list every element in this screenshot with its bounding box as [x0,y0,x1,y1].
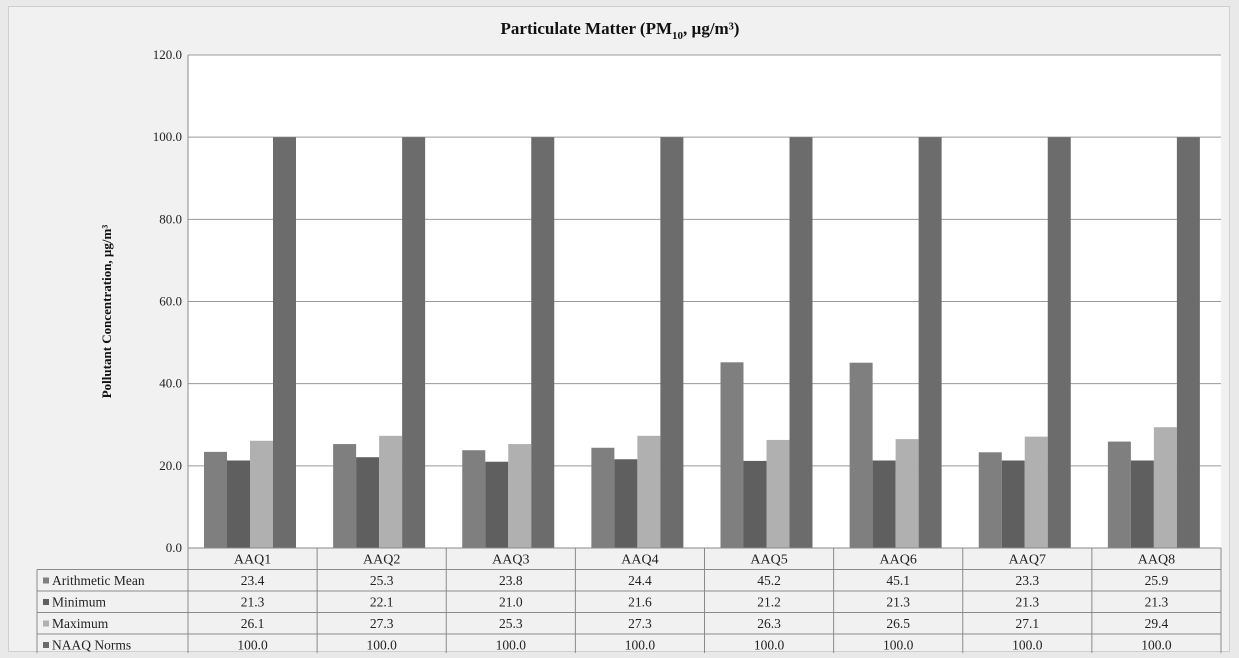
table-cell-value: 27.1 [1016,616,1040,631]
table-cell-value: 45.2 [757,573,781,588]
bar-aaq8-minimum [1130,460,1154,548]
table-cell-value: 27.3 [370,616,394,631]
x-tick-label: AAQ7 [1009,553,1046,568]
table-cell-value: 27.3 [628,616,652,631]
table-cell-value: 25.3 [499,616,523,631]
table-cell-value: 100.0 [367,638,398,653]
bar-aaq6-arithmetic-mean [849,362,873,548]
bar-aaq5-naaq-norms [789,137,813,548]
table-cell-value: 21.3 [241,595,265,610]
table-cell-value: 23.3 [1016,573,1040,588]
bar-aaq2-naaq-norms [402,137,426,548]
table-cell-value: 21.0 [499,595,523,610]
table-cell-value: 100.0 [625,638,656,653]
legend-label: Arithmetic Mean [52,573,145,588]
table-cell-value: 25.3 [370,573,394,588]
y-tick-label: 20.0 [159,458,182,473]
bar-aaq3-minimum [485,461,509,548]
table-cell-value: 26.3 [757,616,781,631]
bar-aaq8-naaq-norms [1176,137,1200,548]
y-tick-label: 80.0 [159,211,182,226]
y-tick-label: 60.0 [159,294,182,309]
table-cell-value: 22.1 [370,595,394,610]
x-tick-label: AAQ8 [1138,553,1175,568]
x-tick-label: AAQ1 [234,553,271,568]
chart-svg: Particulate Matter (PM10, µg/m³) 0.0 20.0… [36,19,1222,653]
legend-key [43,620,49,627]
bar-aaq7-arithmetic-mean [978,452,1002,548]
table-cell-value: 29.4 [1145,616,1169,631]
bar-aaq4-minimum [614,459,638,548]
y-axis-label: Pollutant Concentration, µg/m³ [99,225,114,399]
bar-aaq7-naaq-norms [1047,137,1071,548]
bar-aaq7-maximum [1024,436,1048,548]
x-tick-label: AAQ3 [492,553,529,568]
table-cell-value: 23.8 [499,573,523,588]
x-tick-label: AAQ2 [363,553,400,568]
table-cell-value: 100.0 [237,638,268,653]
table-cell-value: 21.3 [1016,595,1040,610]
table-cell-value: 21.2 [757,595,781,610]
data-table: AAQ1 AAQ2 AAQ3 AAQ4 AAQ5 AAQ6 AAQ7 AAQ8 Arithmet… [36,547,1222,653]
table-cell-value: 100.0 [1012,638,1043,653]
bar-aaq1-arithmetic-mean [204,451,227,548]
table-cell-value: 100.0 [496,638,527,653]
y-axis-ticks: 0.0 20.0 40.0 60.0 80.0 100.0 120.0 [153,47,182,555]
x-tick-label: AAQ4 [621,553,658,568]
y-tick-label: 40.0 [159,376,182,391]
legend-key [43,577,49,584]
bar-aaq1-minimum [227,460,250,548]
bar-aaq6-maximum [895,439,919,548]
bar-aaq2-arithmetic-mean [333,444,357,548]
table-cell-value: 45.1 [886,573,910,588]
bar-aaq3-arithmetic-mean [462,450,486,548]
bar-aaq8-arithmetic-mean [1107,441,1131,548]
legend-label: Maximum [52,616,109,631]
table-cell-value: 26.5 [886,616,910,631]
bar-aaq8-maximum [1153,427,1177,548]
bar-aaq5-arithmetic-mean [720,362,744,548]
bars [204,137,1200,548]
legend-label: Minimum [52,595,107,610]
table-cell-value: 21.3 [886,595,910,610]
bar-aaq2-maximum [379,435,403,548]
x-tick-label: AAQ6 [880,553,917,568]
y-tick-label: 120.0 [153,47,182,62]
chart-title: Particulate Matter (PM10, µg/m³) [501,19,740,42]
legend-key [43,642,49,648]
chart-frame: Particulate Matter (PM10, µg/m³) 0.0 20.0… [8,6,1230,653]
y-tick-label: 100.0 [153,129,182,144]
legend-label: NAAQ Norms [52,638,131,653]
bar-aaq1-maximum [250,440,273,548]
bar-aaq7-minimum [1001,460,1025,548]
bar-aaq4-maximum [637,435,661,548]
table-cell-value: 23.4 [241,573,265,588]
bar-aaq4-arithmetic-mean [591,447,615,548]
bar-aaq4-naaq-norms [660,137,684,548]
bar-aaq3-naaq-norms [531,137,555,548]
y-tick-label: 0.0 [166,540,182,555]
bar-aaq5-maximum [766,439,790,548]
bar-aaq3-maximum [508,444,532,548]
table-cell-value: 25.9 [1145,573,1169,588]
table-cell-value: 26.1 [241,616,265,631]
bar-aaq5-minimum [743,460,767,548]
x-tick-label: AAQ5 [750,553,787,568]
bar-aaq1-naaq-norms [273,137,296,548]
table-cell-value: 21.3 [1145,595,1169,610]
table-cell-value: 24.4 [628,573,652,588]
table-cell-value: 21.6 [628,595,652,610]
table-cell-value: 100.0 [1141,638,1172,653]
bar-aaq2-minimum [356,457,380,548]
table-cell-value: 100.0 [883,638,914,653]
legend-key [43,599,49,605]
table-cell-value: 100.0 [754,638,785,653]
bar-aaq6-naaq-norms [918,137,942,548]
bar-aaq6-minimum [872,460,896,548]
